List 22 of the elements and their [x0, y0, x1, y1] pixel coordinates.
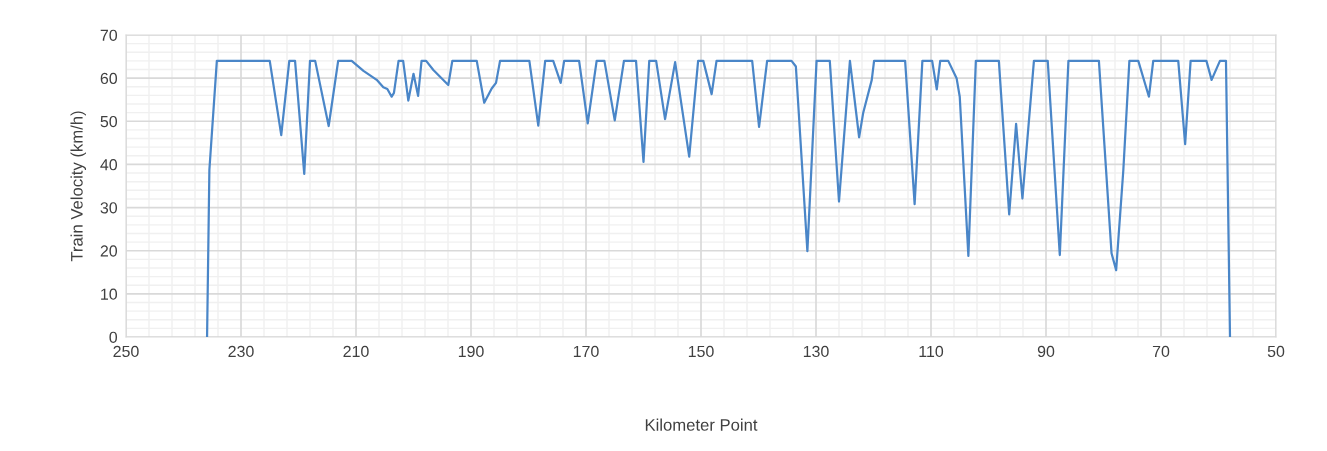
- x-tick-label: 190: [458, 345, 484, 358]
- y-tick-label: 40: [100, 159, 118, 171]
- x-tick-label: 250: [113, 345, 139, 358]
- x-tick-label: 210: [343, 345, 369, 358]
- y-tick-label: 50: [100, 115, 118, 128]
- x-tick-label: 70: [1152, 345, 1170, 358]
- x-axis-title: Kilometer Point: [645, 418, 758, 431]
- line-series: [205, 59, 1232, 337]
- y-tick-label: 20: [100, 245, 118, 257]
- x-tick-label: 110: [919, 345, 944, 358]
- x-tick-label: 150: [688, 345, 714, 358]
- y-tick-label: 30: [100, 202, 118, 214]
- x-tick-label: 50: [1267, 345, 1285, 358]
- y-tick-label: 70: [100, 29, 118, 41]
- x-tick-label: 90: [1037, 345, 1055, 358]
- y-tick-label: 0: [109, 331, 118, 343]
- x-tick-label: 170: [573, 345, 599, 358]
- y-tick-label: 10: [101, 288, 118, 300]
- y-axis-title: Train Velocity (km/h): [70, 111, 87, 262]
- y-tick-label: 60: [100, 72, 118, 85]
- x-tick-label: 230: [228, 345, 254, 358]
- x-tick-label: 130: [803, 345, 829, 358]
